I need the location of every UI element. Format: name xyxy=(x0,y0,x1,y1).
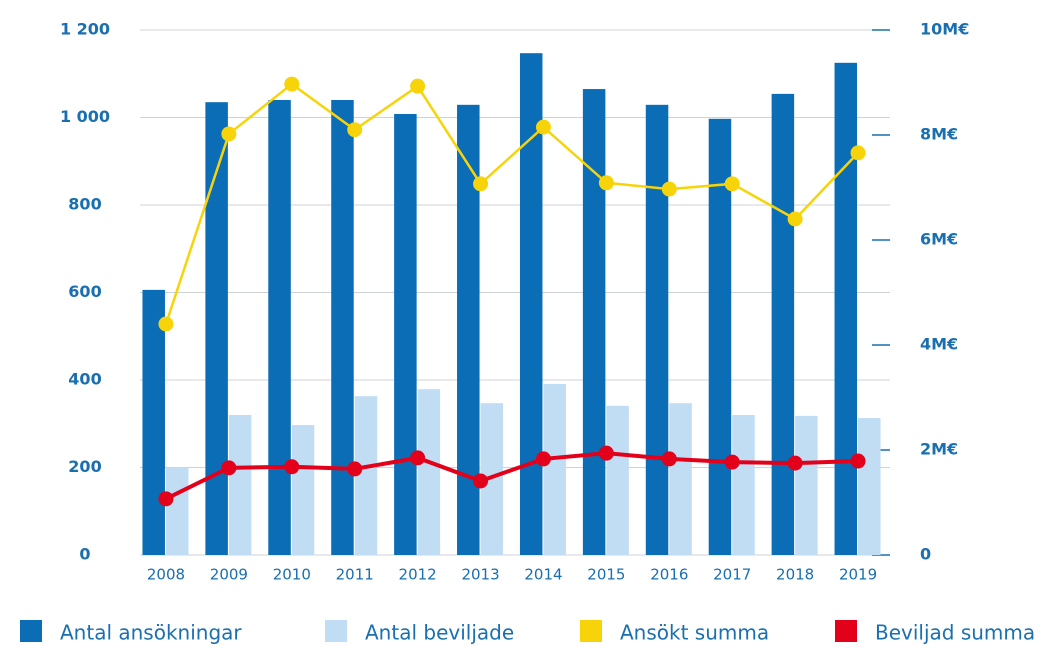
x-tick-label: 2011 xyxy=(336,566,374,584)
x-tick-label: 2014 xyxy=(524,566,562,584)
point xyxy=(158,491,174,507)
bar xyxy=(858,418,881,555)
legend-label: Antal ansökningar xyxy=(60,621,242,645)
point xyxy=(787,211,803,227)
bar xyxy=(669,403,692,555)
x-tick-label: 2019 xyxy=(839,566,877,584)
bar xyxy=(732,415,755,555)
y2-tick-label: 4M€ xyxy=(920,335,958,354)
bar xyxy=(834,62,858,555)
bar xyxy=(394,114,417,555)
legend-label: Beviljad summa xyxy=(875,621,1035,645)
point xyxy=(221,126,237,142)
legend-swatch xyxy=(580,620,602,642)
bar xyxy=(165,467,189,555)
y-tick-label: 0 xyxy=(79,545,90,564)
point xyxy=(410,78,426,94)
point xyxy=(661,451,677,467)
point xyxy=(724,176,740,192)
point xyxy=(850,145,866,161)
bar xyxy=(205,102,228,555)
bar xyxy=(519,53,543,555)
legend-swatch xyxy=(835,620,857,642)
x-tick-label: 2017 xyxy=(713,566,751,584)
x-tick-label: 2013 xyxy=(461,566,499,584)
point xyxy=(284,76,300,92)
point xyxy=(347,122,363,138)
bar xyxy=(228,415,252,555)
x-tick-label: 2012 xyxy=(399,566,437,584)
bar xyxy=(645,104,669,555)
bar xyxy=(354,396,378,555)
bar xyxy=(417,389,441,555)
bar xyxy=(582,89,606,555)
x-tick-label: 2009 xyxy=(210,566,248,584)
x-tick-label: 2015 xyxy=(587,566,625,584)
y2-tick-label: 0 xyxy=(920,545,931,564)
bar xyxy=(457,104,480,555)
point xyxy=(850,453,866,469)
y-tick-label: 200 xyxy=(68,457,101,476)
y2-tick-label: 2M€ xyxy=(920,440,958,459)
point xyxy=(724,454,740,470)
y-tick-label: 800 xyxy=(68,195,101,214)
point xyxy=(284,459,300,475)
legend-label: Ansökt summa xyxy=(620,621,769,645)
y-tick-label: 1 000 xyxy=(60,107,110,126)
bar xyxy=(331,100,354,555)
y2-tick-label: 10M€ xyxy=(920,20,969,39)
point xyxy=(221,460,237,476)
bar xyxy=(708,118,732,555)
legend-swatch xyxy=(325,620,347,642)
y-tick-label: 1 200 xyxy=(60,20,110,39)
bar xyxy=(771,93,795,555)
bar xyxy=(291,425,315,555)
y-tick-label: 400 xyxy=(68,370,101,389)
point xyxy=(598,445,614,461)
x-tick-label: 2008 xyxy=(147,566,185,584)
bar xyxy=(142,289,165,555)
x-tick-label: 2010 xyxy=(273,566,311,584)
point xyxy=(473,473,489,489)
point xyxy=(598,175,614,191)
point xyxy=(410,450,426,466)
point xyxy=(473,176,489,192)
line xyxy=(165,451,859,501)
point xyxy=(347,461,363,477)
point xyxy=(535,451,551,467)
legend-swatch xyxy=(20,620,42,642)
y2-tick-label: 6M€ xyxy=(920,230,958,249)
bar xyxy=(795,415,818,555)
x-tick-label: 2018 xyxy=(776,566,814,584)
bar xyxy=(268,100,291,555)
y2-tick-label: 8M€ xyxy=(920,125,958,144)
point xyxy=(158,316,174,332)
bar xyxy=(606,405,629,555)
x-tick-label: 2016 xyxy=(650,566,688,584)
legend-label: Antal beviljade xyxy=(365,621,514,645)
y-tick-label: 600 xyxy=(68,282,101,301)
point xyxy=(661,181,677,197)
point xyxy=(787,455,803,471)
line xyxy=(164,82,859,325)
point xyxy=(535,119,551,135)
bar xyxy=(543,383,566,555)
